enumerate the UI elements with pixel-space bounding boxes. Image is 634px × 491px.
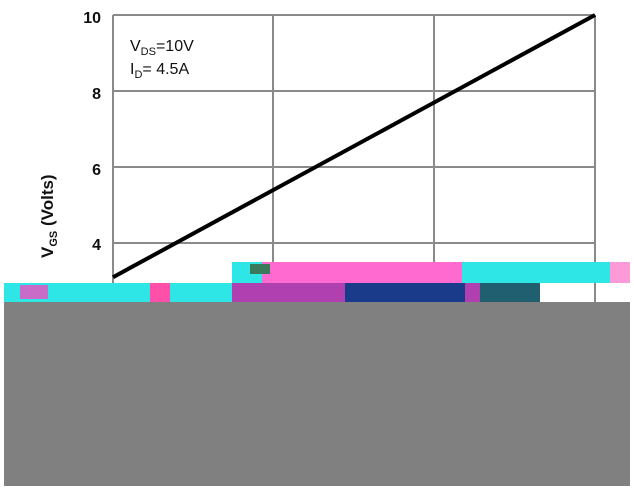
y-axis-label: VGS (Volts) (38, 174, 60, 258)
glitch-strip (250, 264, 270, 274)
glitch-strip (345, 283, 465, 302)
glitch-strip (480, 283, 540, 302)
y-tick-label: 10 (83, 10, 101, 27)
glitch-strip (4, 283, 232, 302)
y-tick-labels: 10 8 6 4 (83, 10, 101, 254)
glitch-strip (262, 262, 462, 283)
glitch-strip (150, 283, 170, 302)
series (112, 13, 596, 279)
y-tick-label: 4 (92, 237, 101, 254)
gray-cover-block (4, 302, 630, 486)
vds-annotation: VDS=10V (130, 38, 194, 58)
glitch-strip (610, 262, 630, 283)
series-line (112, 13, 596, 279)
y-tick-label: 6 (92, 162, 101, 179)
id-annotation: ID= 4.5A (130, 61, 189, 81)
glitch-strip (20, 285, 48, 299)
y-tick-label: 8 (92, 86, 101, 103)
